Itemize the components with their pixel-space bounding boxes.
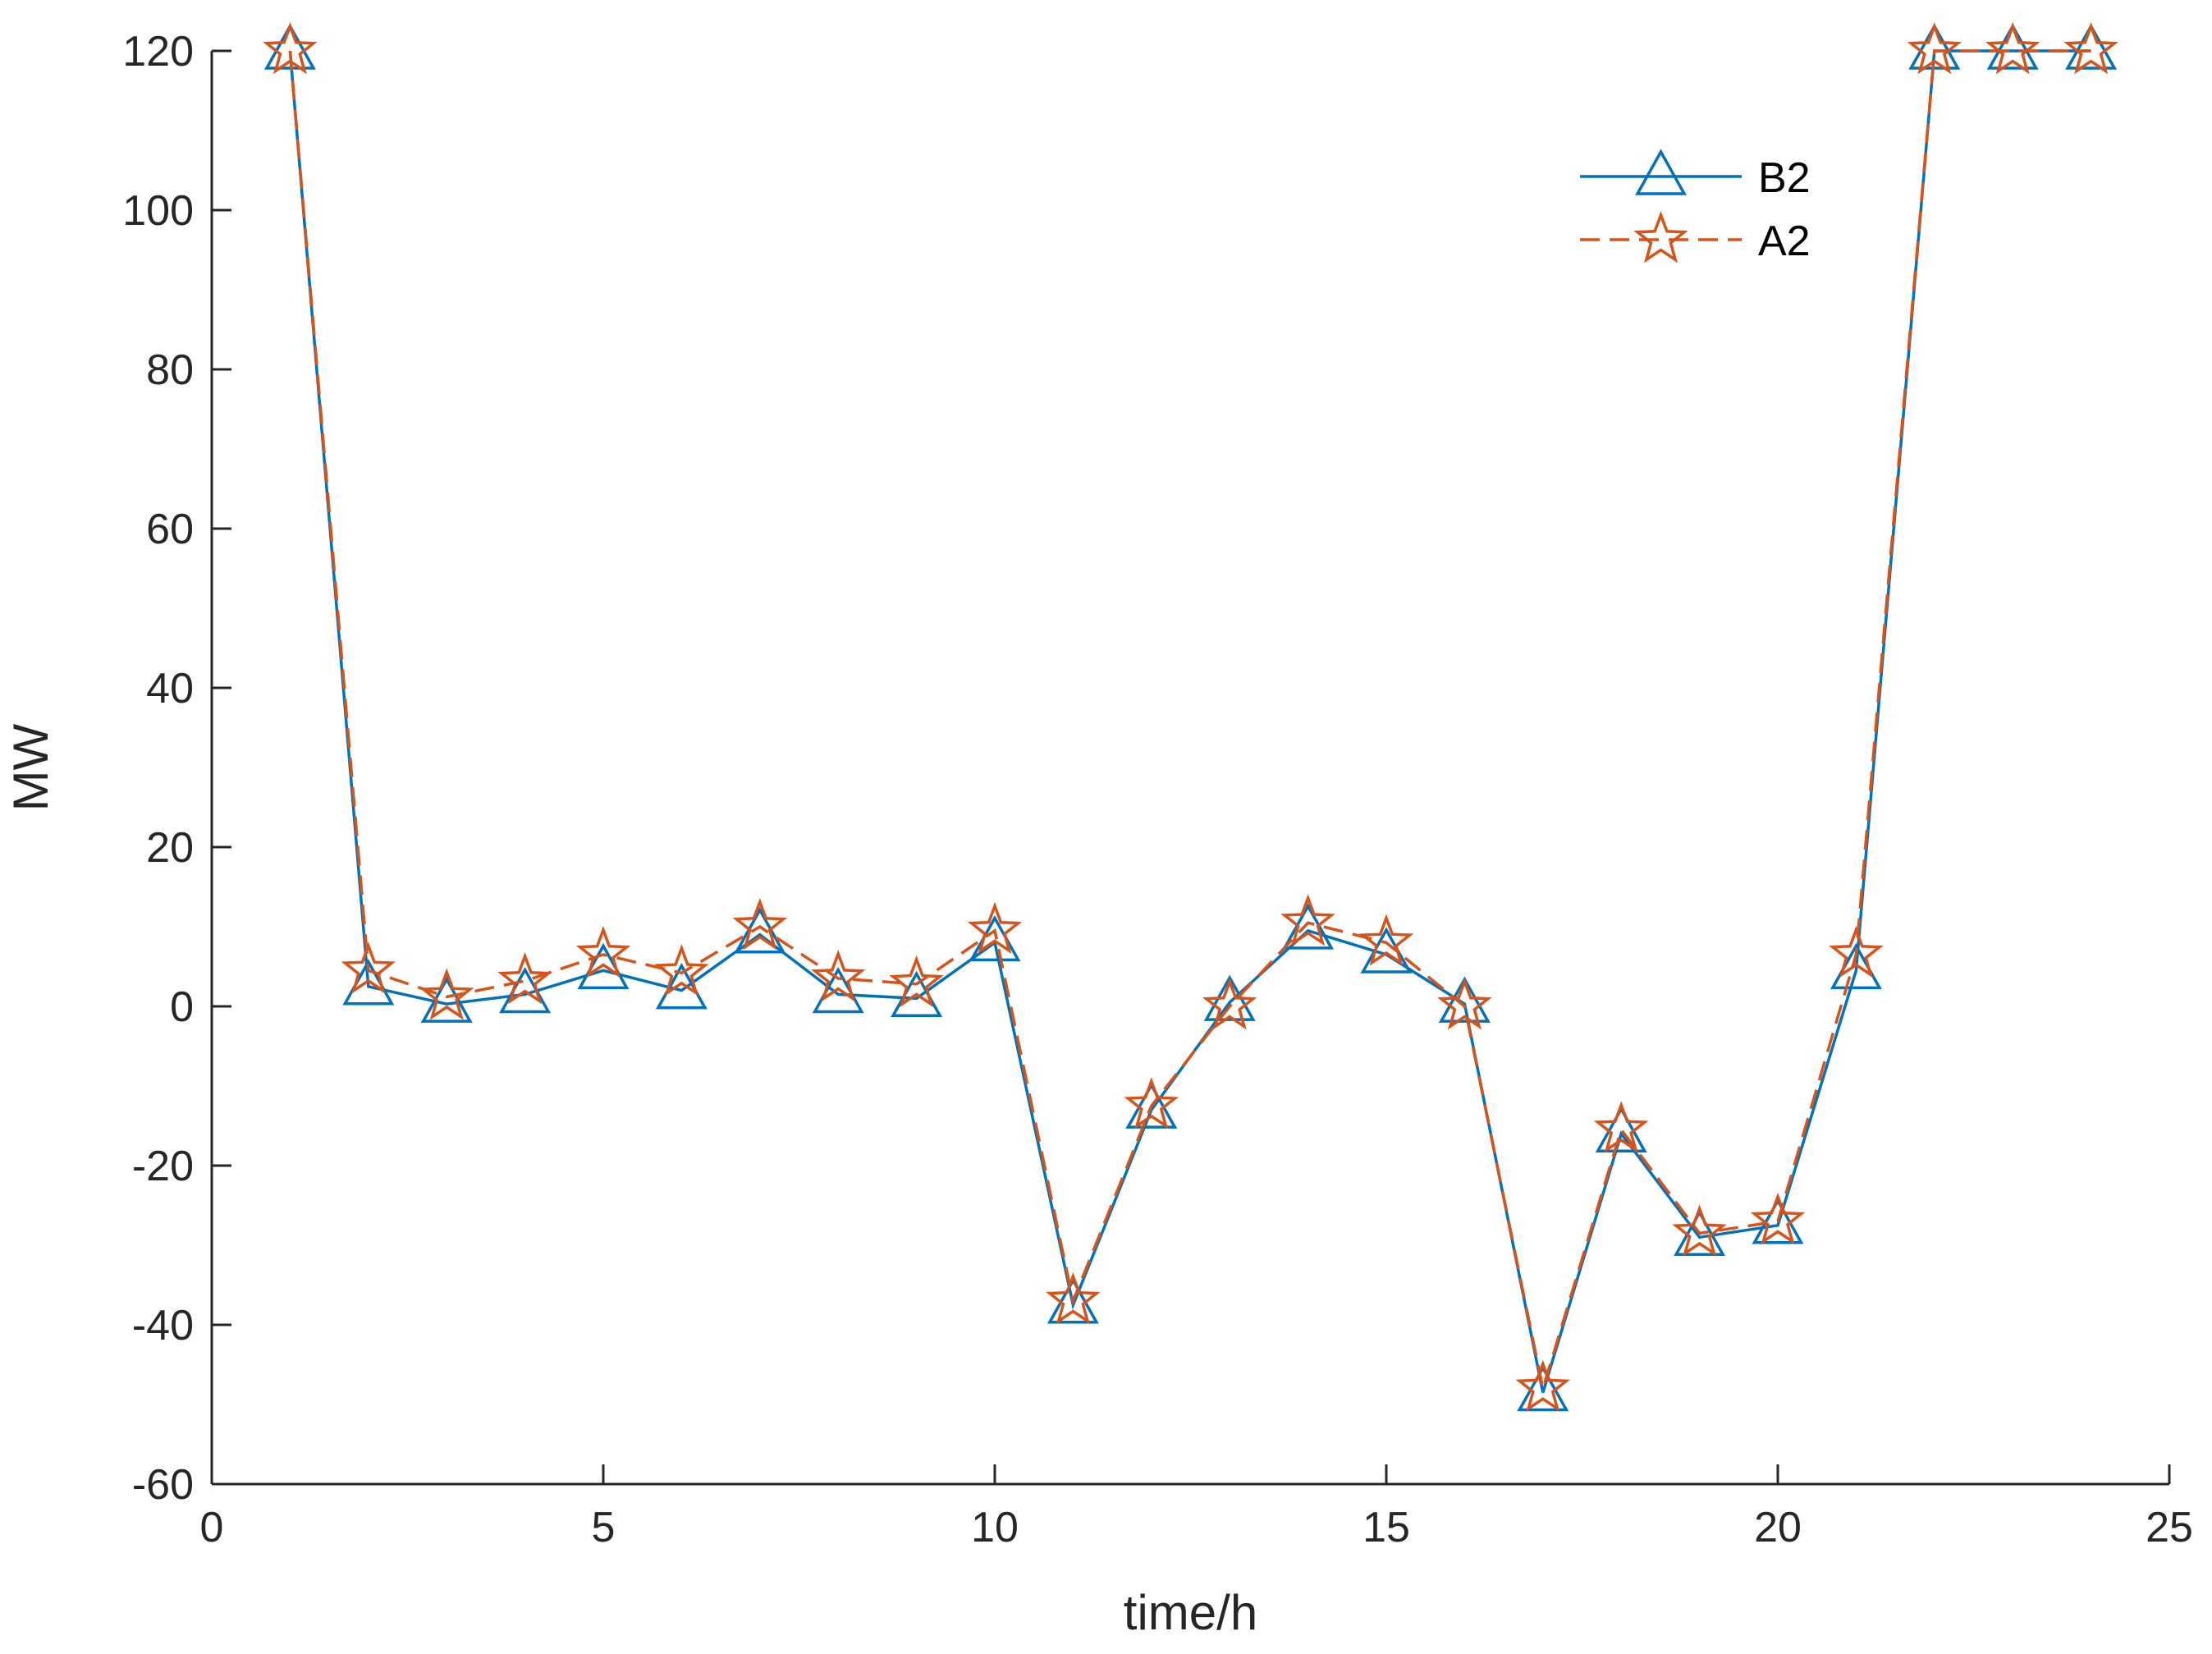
y-tick-label: 60 (146, 506, 194, 553)
data-point-B2 (1986, 23, 2039, 70)
data-point-A2 (810, 949, 866, 1002)
data-point-A2 (1437, 978, 1492, 1030)
x-axis-title: time/h (1124, 1585, 1257, 1640)
data-point-A2 (341, 942, 396, 994)
data-point-A2 (1280, 894, 1335, 946)
x-tick-label: 20 (1754, 1504, 1802, 1551)
data-point-B2 (1908, 23, 1961, 70)
series-line-B2 (288, 49, 2091, 1394)
data-point-A2 (263, 22, 318, 75)
data-point-A2 (1046, 1271, 1101, 1325)
data-point-A2 (1358, 914, 1414, 966)
data-point-A2 (575, 925, 631, 978)
data-point-A2 (1124, 1077, 1179, 1129)
x-tick-label: 5 (592, 1504, 616, 1551)
y-tick-label: 20 (146, 824, 194, 872)
series-line-A2 (288, 49, 2091, 1390)
series-B2 (263, 23, 2118, 1412)
data-point-A2 (419, 968, 474, 1020)
data-point-B2 (263, 23, 316, 70)
x-tick-label: 15 (1362, 1504, 1410, 1551)
y-tick-label: 40 (146, 665, 194, 712)
data-point-A2 (967, 901, 1023, 955)
x-tick-label: 25 (2146, 1504, 2193, 1551)
axes: 0 5 10 15 20 25 -60 -40 -20 0 20 40 60 80 100 120 (122, 28, 2193, 1551)
data-point-A2 (497, 952, 552, 1005)
data-point-A2 (1202, 978, 1257, 1030)
y-tick-label: -20 (132, 1143, 194, 1190)
series-A2 (263, 22, 2118, 1412)
series-layer (263, 22, 2118, 1412)
data-point-A2 (1593, 1101, 1649, 1153)
x-tick-label: 10 (971, 1504, 1019, 1551)
y-tick-label: 80 (146, 346, 194, 394)
legend-swatch-marker (1633, 211, 1688, 263)
y-tick-label: 0 (170, 983, 194, 1031)
y-tick-label: 100 (122, 187, 194, 235)
data-point-B2 (1438, 976, 1491, 1023)
data-point-A2 (1672, 1204, 1727, 1257)
y-tick-label: -40 (132, 1302, 194, 1349)
legend-label: B2 (1758, 154, 1811, 202)
data-point-B2 (1282, 903, 1335, 950)
data-point-A2 (732, 898, 788, 951)
data-point-A2 (2063, 22, 2118, 75)
y-tick-label: -60 (132, 1461, 194, 1509)
data-point-A2 (1829, 925, 1884, 978)
y-axis-title: MW (3, 723, 58, 811)
y-tick-label: 120 (122, 28, 194, 76)
data-point-A2 (654, 944, 709, 997)
data-point-A2 (1515, 1359, 1571, 1412)
data-point-B2 (734, 907, 786, 954)
legend-swatch-marker (1635, 149, 1687, 195)
data-point-A2 (1985, 22, 2040, 75)
legend-item-B2: B2 (1580, 149, 1811, 202)
data-point-B2 (1595, 1106, 1647, 1152)
x-tick-label: 0 (200, 1504, 224, 1551)
data-point-A2 (1750, 1192, 1806, 1245)
legend-label: A2 (1758, 218, 1811, 265)
legend-item-A2: A2 (1580, 211, 1811, 265)
data-point-A2 (1907, 22, 1962, 75)
data-point-A2 (889, 955, 944, 1008)
data-point-B2 (2065, 23, 2118, 70)
